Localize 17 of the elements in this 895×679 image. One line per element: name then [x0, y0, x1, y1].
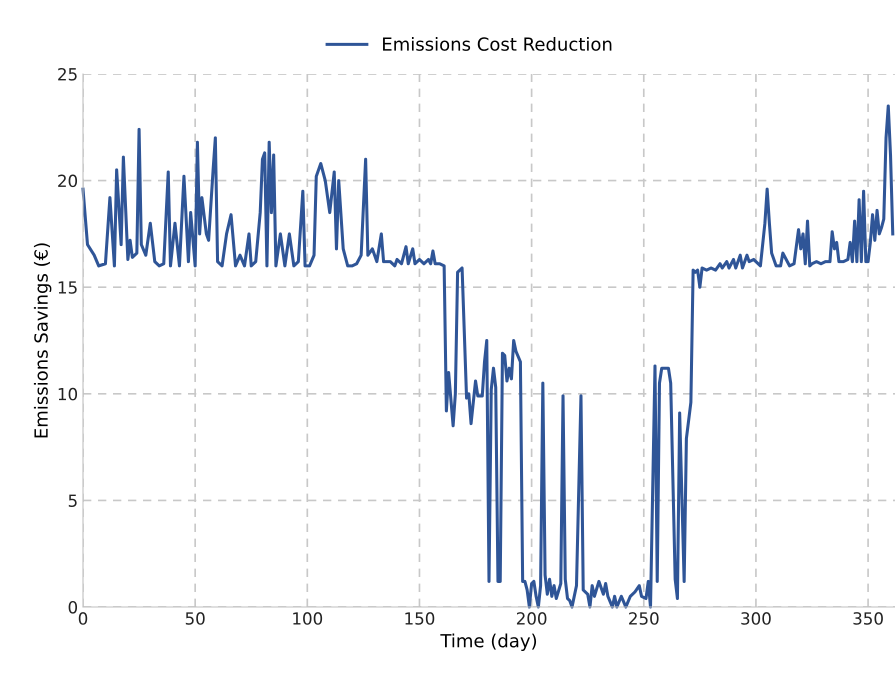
x-tick-label: 250: [629, 612, 659, 625]
x-tick-label: 350: [853, 612, 883, 625]
x-tick-label: 300: [741, 612, 771, 625]
x-axis-title: Time (day): [440, 634, 536, 652]
x-tick-label: 50: [186, 612, 205, 625]
y-tick-label: 0: [68, 600, 78, 614]
x-tick-label: 0: [78, 612, 88, 625]
legend-label: Emissions Cost Reduction: [383, 36, 612, 51]
y-axis-title: Emissions Savings (€): [34, 243, 52, 438]
y-tick-label: 20: [58, 174, 78, 188]
y-tick-label: 25: [58, 68, 77, 81]
x-tick-label: 200: [516, 612, 546, 625]
y-tick-label: 10: [58, 388, 78, 400]
y-tick-label: 5: [68, 494, 77, 507]
x-tick-label: 150: [405, 612, 434, 625]
y-tick-label: 15: [58, 281, 77, 294]
x-tick-label: 100: [293, 612, 322, 625]
